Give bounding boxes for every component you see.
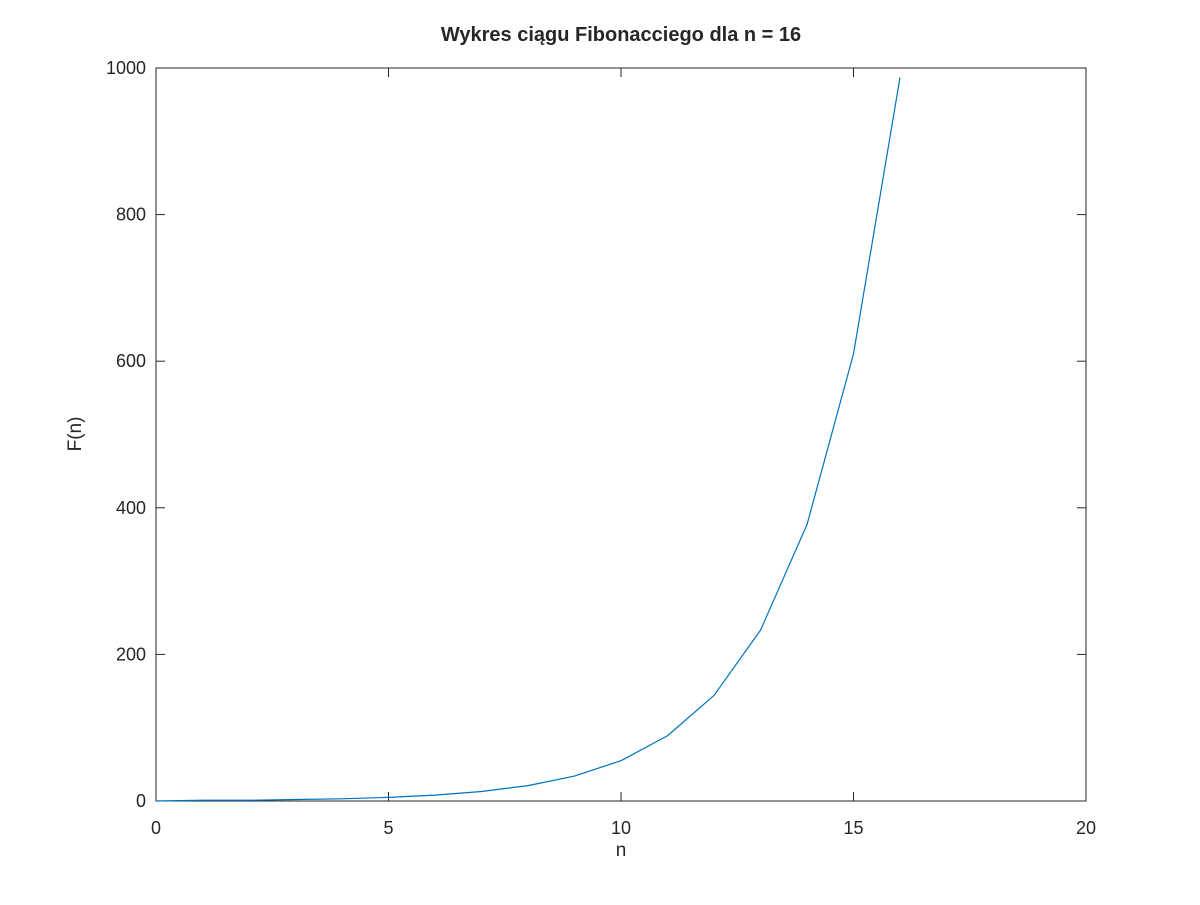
x-axis-label: n xyxy=(616,840,627,861)
y-axis-label: F(n) xyxy=(65,417,86,452)
x-tick-label: 15 xyxy=(843,818,863,838)
x-tick-label: 10 xyxy=(611,818,631,838)
y-tick-label: 400 xyxy=(116,498,146,518)
x-tick-label: 0 xyxy=(151,818,161,838)
series-line xyxy=(155,77,901,802)
x-tick-label: 5 xyxy=(383,818,393,838)
y-tick-label: 600 xyxy=(116,351,146,371)
y-tick-label: 200 xyxy=(116,644,146,664)
chart-title: Wykres ciągu Fibonacciego dla n = 16 xyxy=(441,24,801,46)
axes-box xyxy=(155,67,1087,802)
x-tick-label: 20 xyxy=(1076,818,1096,838)
y-tick-label: 800 xyxy=(116,205,146,225)
y-tick-label: 1000 xyxy=(106,58,146,78)
y-tick-label: 0 xyxy=(136,791,146,811)
